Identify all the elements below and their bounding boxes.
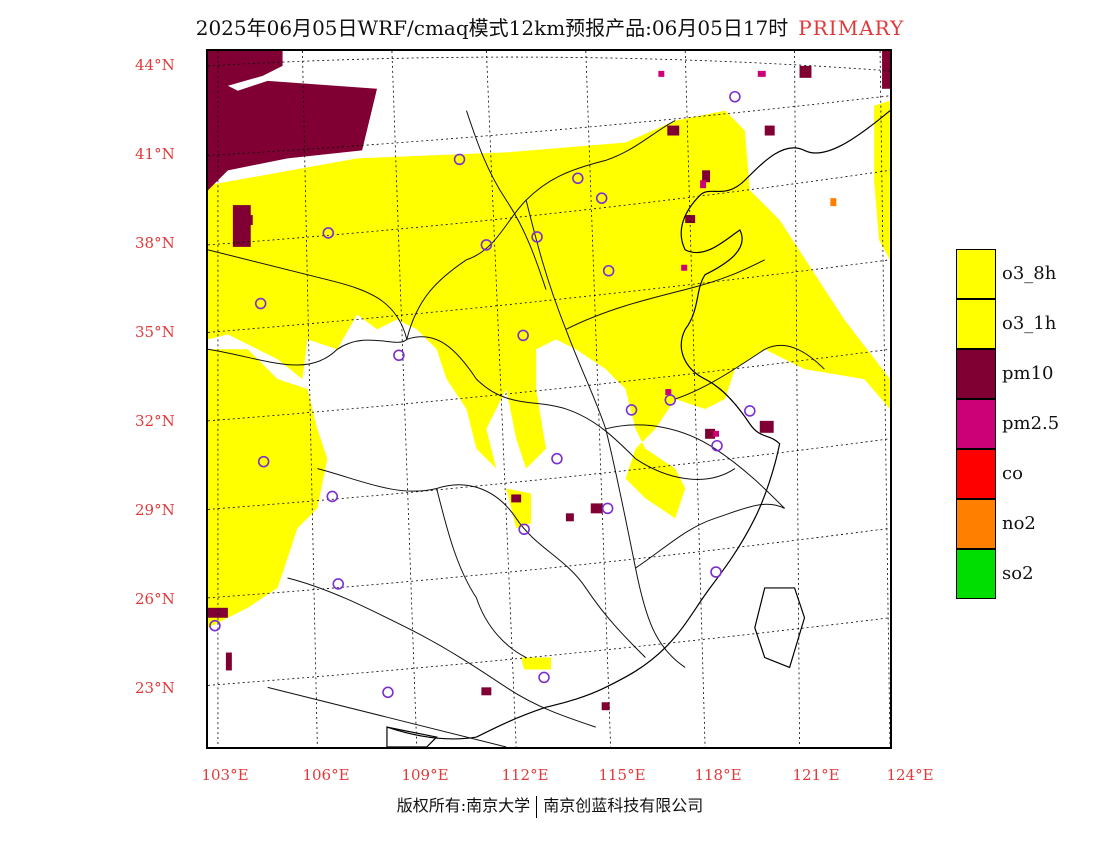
station-marker [453,153,466,166]
legend-label: pm10 [1002,363,1054,384]
lat-label-44: 44°N [135,56,175,74]
credit-right: 南京创蓝科技有限公司 [543,796,704,815]
legend-item-pm10: pm10 [956,349,1096,399]
station-marker [602,264,615,277]
legend-item-o3-8h: o3_8h [956,249,1096,299]
lat-label-35: 35°N [135,323,175,341]
station-marker [517,329,529,342]
station-marker [209,619,221,632]
pollutant-legend: o3_8h o3_1h pm10 pm2.5 co no2 so2 [956,249,1096,599]
station-markers [209,90,756,699]
legend-item-no2: no2 [956,499,1096,549]
legend-label: so2 [1002,563,1034,584]
lon-label-121: 121°E [792,766,840,784]
station-marker [711,439,723,452]
station-marker [595,192,608,204]
station-marker [531,231,543,243]
lon-label-103: 103°E [201,766,249,784]
legend-swatch [956,349,996,399]
title-tag: PRIMARY [798,16,905,40]
station-marker [664,394,677,406]
copyright-footer: 版权所有:南京大学 南京创蓝科技有限公司 [0,792,1100,818]
legend-label: pm2.5 [1002,413,1060,434]
map-title: 2025年06月05日WRF/cmaq模式12km预报产品:06月05日17时 P… [0,12,1100,41]
lon-label-118: 118°E [694,766,742,784]
o3-north-region [208,110,890,519]
pm25-spots [658,70,766,437]
legend-label: o3_1h [1002,313,1057,334]
station-marker [744,405,756,417]
legend-swatch [956,449,996,499]
legend-item-co: co [956,449,1096,499]
credit-left: 版权所有:南京大学 [396,796,531,815]
lon-label-124: 124°E [886,766,934,784]
o3-regions [208,100,890,670]
station-marker [551,452,563,465]
legend-item-pm25: pm2.5 [956,399,1096,449]
o3-east-patch [635,468,671,499]
lat-label-26: 26°N [135,590,175,608]
map-area[interactable] [206,49,892,749]
station-marker [332,578,345,590]
credit-separator [536,795,538,818]
pm10-northwest-block [208,51,378,191]
station-marker [625,404,638,416]
o3-south-patch [521,657,551,670]
station-marker [729,90,741,103]
legend-swatch [956,399,996,449]
station-marker [254,297,267,310]
legend-swatch [956,249,996,299]
legend-swatch [956,299,996,349]
no2-spot [830,198,837,207]
station-marker [393,349,405,362]
lon-label-109: 109°E [401,766,449,784]
legend-swatch [956,549,996,599]
legend-label: o3_8h [1002,263,1057,284]
lat-label-32: 32°N [135,412,175,430]
station-marker [538,671,550,684]
graticule [208,51,890,747]
coastline [386,110,890,747]
station-marker [710,566,722,578]
station-marker [601,502,614,515]
lat-label-23: 23°N [135,679,175,697]
legend-label: co [1002,463,1023,484]
lat-label-41: 41°N [135,145,175,163]
station-marker [480,239,493,251]
station-marker [518,523,530,536]
province-boundaries [208,110,825,747]
o3-sw-region [208,349,328,628]
station-marker [326,490,339,503]
title-text: 2025年06月05日WRF/cmaq模式12km预报产品:06月05日17时 [195,16,789,40]
lon-label-106: 106°E [302,766,350,784]
map-canvas [208,51,890,747]
station-marker [257,455,270,468]
station-marker [382,686,394,699]
legend-item-so2: so2 [956,549,1096,599]
station-marker [572,172,584,185]
lat-label-29: 29°N [135,501,175,519]
legend-swatch [956,499,996,549]
lon-label-115: 115°E [598,766,646,784]
legend-label: no2 [1002,513,1036,534]
station-marker [322,227,335,239]
lon-label-112: 112°E [501,766,549,784]
lat-label-38: 38°N [135,234,175,252]
legend-item-o3-1h: o3_1h [956,299,1096,349]
